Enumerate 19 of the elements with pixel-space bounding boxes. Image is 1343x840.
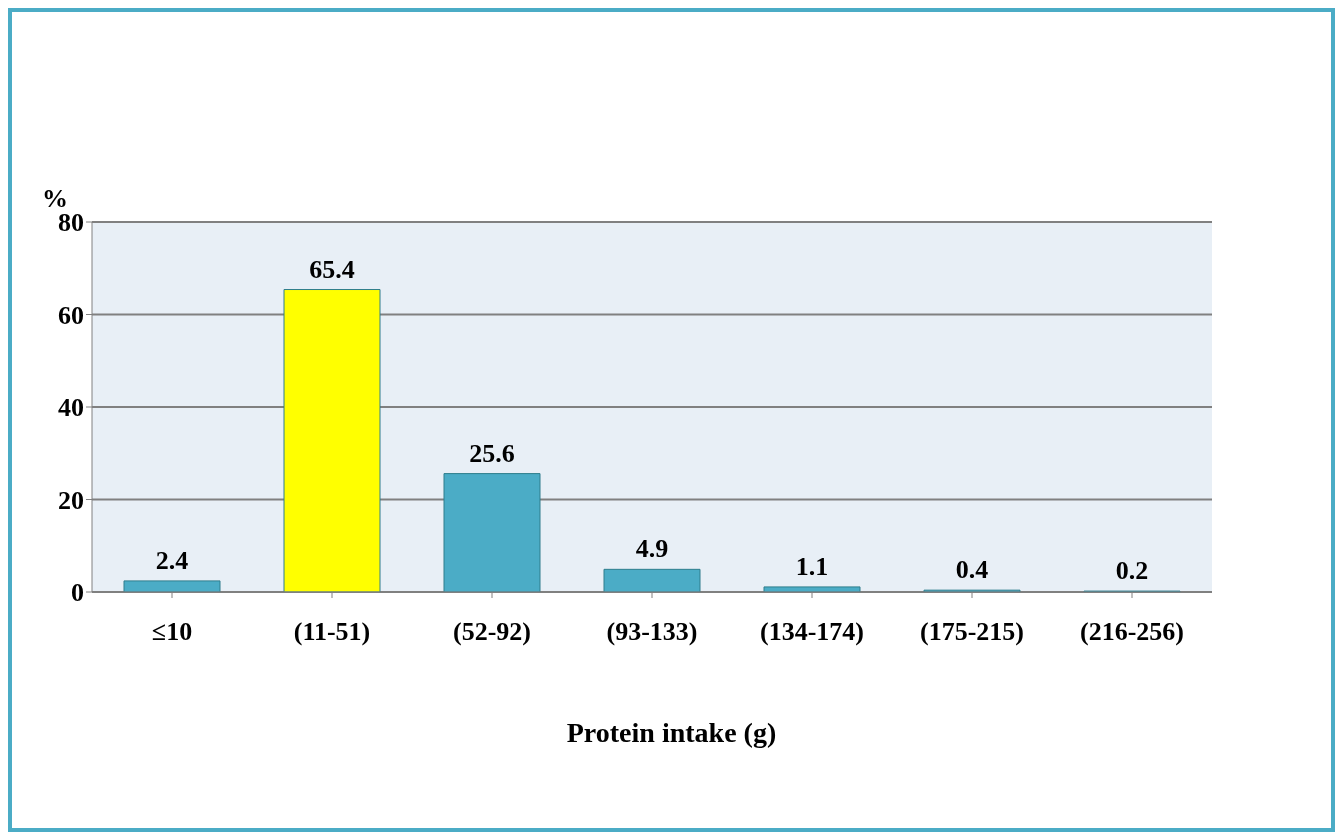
x-tick-label: (175-215): [920, 617, 1024, 647]
data-label: 0.2: [1115, 556, 1149, 586]
x-tick-label: (11-51): [293, 617, 371, 647]
y-tick-label: 20: [58, 485, 84, 515]
data-label: 2.4: [155, 545, 189, 575]
x-tick-label: (52-92): [453, 617, 531, 647]
x-tick-label: (216-256): [1080, 617, 1184, 647]
data-label: 4.9: [635, 534, 669, 564]
x-tick-label: (134-174): [760, 617, 864, 647]
data-label: 65.4: [309, 254, 355, 284]
y-tick-label: 40: [58, 393, 84, 423]
x-tick-label: ≤10: [151, 617, 193, 647]
x-axis-title: Protein intake (g): [565, 717, 778, 749]
data-label: 0.4: [955, 555, 989, 585]
x-tick-label: (93-133): [606, 617, 698, 647]
data-label: 25.6: [469, 438, 515, 468]
y-tick-label: 60: [58, 300, 84, 330]
y-tick-label: 0: [71, 578, 84, 608]
data-label: 1.1: [795, 551, 829, 581]
